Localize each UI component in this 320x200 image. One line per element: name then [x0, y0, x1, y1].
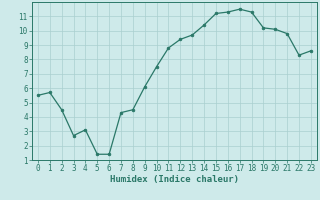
X-axis label: Humidex (Indice chaleur): Humidex (Indice chaleur) — [110, 175, 239, 184]
